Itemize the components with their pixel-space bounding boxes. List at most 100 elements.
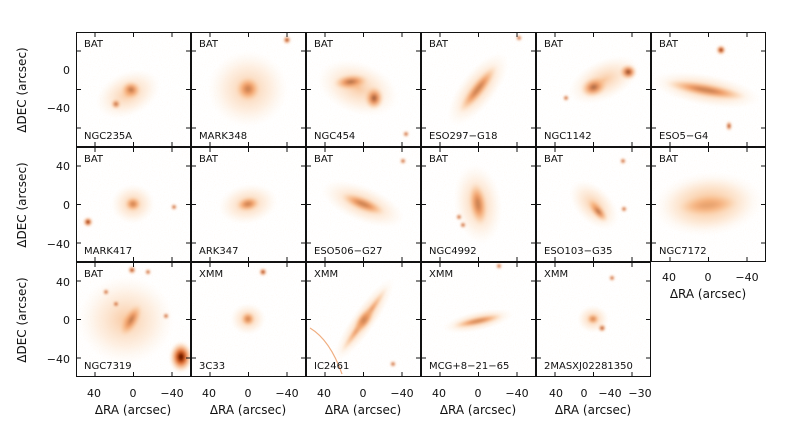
- ylabel-row-2: ΔDEC (arcsec): [15, 162, 29, 247]
- x-ticks-panel-12: 40 0 −40 ΔRA (arcsec): [662, 271, 759, 301]
- xlabel-p17: ΔRA (arcsec): [555, 403, 631, 417]
- galaxy-image: [421, 32, 536, 147]
- galaxy-panel: BAT ARK347: [191, 147, 306, 262]
- xlabel-p15: ΔRA (arcsec): [325, 403, 401, 417]
- xtick-p17-3: −30: [628, 387, 651, 400]
- xtick-p16-1: 0: [475, 387, 482, 400]
- xtick-p12-0: 40: [662, 271, 676, 284]
- xlabel-p14: ΔRA (arcsec): [210, 403, 286, 417]
- galaxy-panel: BAT NGC1142: [536, 32, 651, 147]
- panel-grid: BAT NGC235A BAT MARK348 BAT NGC454 BAT ESO297−G…: [76, 32, 766, 377]
- galaxy-panel: BAT ESO103−G35: [536, 147, 651, 262]
- panel-galaxy-name: NGC7172: [659, 246, 707, 257]
- panel-galaxy-name: MCG+8−21−65: [429, 361, 509, 372]
- ylabel-row-3: ΔDEC (arcsec): [15, 277, 29, 362]
- xlabels-row-3: ΔRA (arcsec) ΔRA (arcsec) ΔRA (arcsec) Δ…: [95, 403, 631, 417]
- xtick-p17-1: 0: [581, 387, 588, 400]
- xtick-p15-0: 40: [317, 387, 331, 400]
- ylabel-row-1: ΔDEC (arcsec): [15, 47, 29, 132]
- panel-instrument: BAT: [84, 39, 104, 50]
- panel-galaxy-name: IC2461: [314, 361, 349, 372]
- xtick-p15-2: −40: [390, 387, 413, 400]
- panel-galaxy-name: NGC7319: [84, 361, 132, 372]
- panel-instrument: BAT: [544, 39, 564, 50]
- galaxy-image: [76, 262, 191, 377]
- xtick-p16-0: 40: [432, 387, 446, 400]
- xtick-p13-2: −40: [160, 387, 183, 400]
- xtick-p12-1: 0: [705, 271, 712, 284]
- galaxy-image: [76, 32, 191, 147]
- galaxy-panel: BAT ESO297−G18: [421, 32, 536, 147]
- panel-instrument: BAT: [659, 39, 679, 50]
- panel-galaxy-name: ESO297−G18: [429, 131, 497, 142]
- ytick-r2-0: 40: [56, 160, 70, 173]
- galaxy-image: [421, 262, 536, 377]
- galaxy-image: [191, 32, 306, 147]
- panel-instrument: BAT: [199, 154, 219, 165]
- y-ticks-row-3: 40 0 −40: [47, 276, 70, 366]
- galaxy-panel: BAT NGC235A: [76, 32, 191, 147]
- galaxy-image: [536, 147, 651, 262]
- panel-galaxy-name: 2MASXJ02281350: [544, 361, 633, 372]
- panel-instrument: XMM: [314, 269, 338, 280]
- panel-instrument: BAT: [199, 39, 219, 50]
- galaxy-image: [421, 147, 536, 262]
- panel-galaxy-name: ESO103−G35: [544, 246, 612, 257]
- panel-galaxy-name: MARK417: [84, 246, 132, 257]
- panel-instrument: BAT: [429, 154, 449, 165]
- galaxy-panel: BAT NGC7172: [651, 147, 766, 262]
- y-ticks-row-1: 0 −40: [47, 64, 70, 115]
- xtick-p14-1: 0: [245, 387, 252, 400]
- galaxy-image: [191, 262, 306, 377]
- panel-galaxy-name: NGC235A: [84, 131, 132, 142]
- galaxy-panel: BAT NGC4992: [421, 147, 536, 262]
- x-ticks-row-3: 40 0 −40 40 0 −40 40 0 −40 40 0 −40 40 0…: [87, 387, 652, 400]
- ytick-r3-0: 40: [56, 276, 70, 289]
- xtick-p12-2: −40: [735, 271, 758, 284]
- panel-instrument: BAT: [84, 154, 104, 165]
- panel-instrument: BAT: [429, 39, 449, 50]
- xtick-p15-1: 0: [360, 387, 367, 400]
- galaxy-image: [651, 147, 766, 262]
- panel-galaxy-name: ESO506−G27: [314, 246, 382, 257]
- panel-instrument: BAT: [84, 269, 104, 280]
- xlabel-p13: ΔRA (arcsec): [95, 403, 171, 417]
- panel-galaxy-name: ARK347: [199, 246, 238, 257]
- panel-instrument: XMM: [544, 269, 568, 280]
- galaxy-panel: BAT NGC454: [306, 32, 421, 147]
- ytick-r3-1: 0: [63, 314, 70, 327]
- ytick-r3-2: −40: [47, 353, 70, 366]
- galaxy-image: [306, 32, 421, 147]
- y-ticks-row-2: 40 0 −40: [47, 160, 70, 251]
- panel-galaxy-name: NGC1142: [544, 131, 592, 142]
- galaxy-panel: XMM MCG+8−21−65: [421, 262, 536, 377]
- panel-galaxy-name: MARK348: [199, 131, 247, 142]
- galaxy-panel: BAT MARK348: [191, 32, 306, 147]
- panel-galaxy-name: NGC4992: [429, 246, 477, 257]
- galaxy-image: [306, 262, 421, 377]
- galaxy-image: [191, 147, 306, 262]
- xtick-p14-2: −40: [275, 387, 298, 400]
- ytick-r1-0: 0: [63, 64, 70, 77]
- panel-instrument: BAT: [544, 154, 564, 165]
- galaxy-image: [536, 262, 651, 377]
- galaxy-panel: BAT MARK417: [76, 147, 191, 262]
- galaxy-panel: XMM IC2461: [306, 262, 421, 377]
- xtick-p16-2: −40: [505, 387, 528, 400]
- galaxy-panel: XMM 3C33: [191, 262, 306, 377]
- xlabel-p16: ΔRA (arcsec): [440, 403, 516, 417]
- xtick-p17-0: 40: [549, 387, 563, 400]
- xtick-p17-2: −40: [598, 387, 621, 400]
- galaxy-panel: BAT ESO506−G27: [306, 147, 421, 262]
- panel-instrument: BAT: [314, 154, 334, 165]
- galaxy-image: [76, 147, 191, 262]
- xtick-p13-1: 0: [130, 387, 137, 400]
- ytick-r2-2: −40: [47, 238, 70, 251]
- xtick-p14-0: 40: [202, 387, 216, 400]
- panel-instrument: XMM: [199, 269, 223, 280]
- galaxy-image: [306, 147, 421, 262]
- panel-galaxy-name: 3C33: [199, 361, 225, 372]
- ytick-r2-1: 0: [63, 199, 70, 212]
- galaxy-panel: BAT ESO5−G4: [651, 32, 766, 147]
